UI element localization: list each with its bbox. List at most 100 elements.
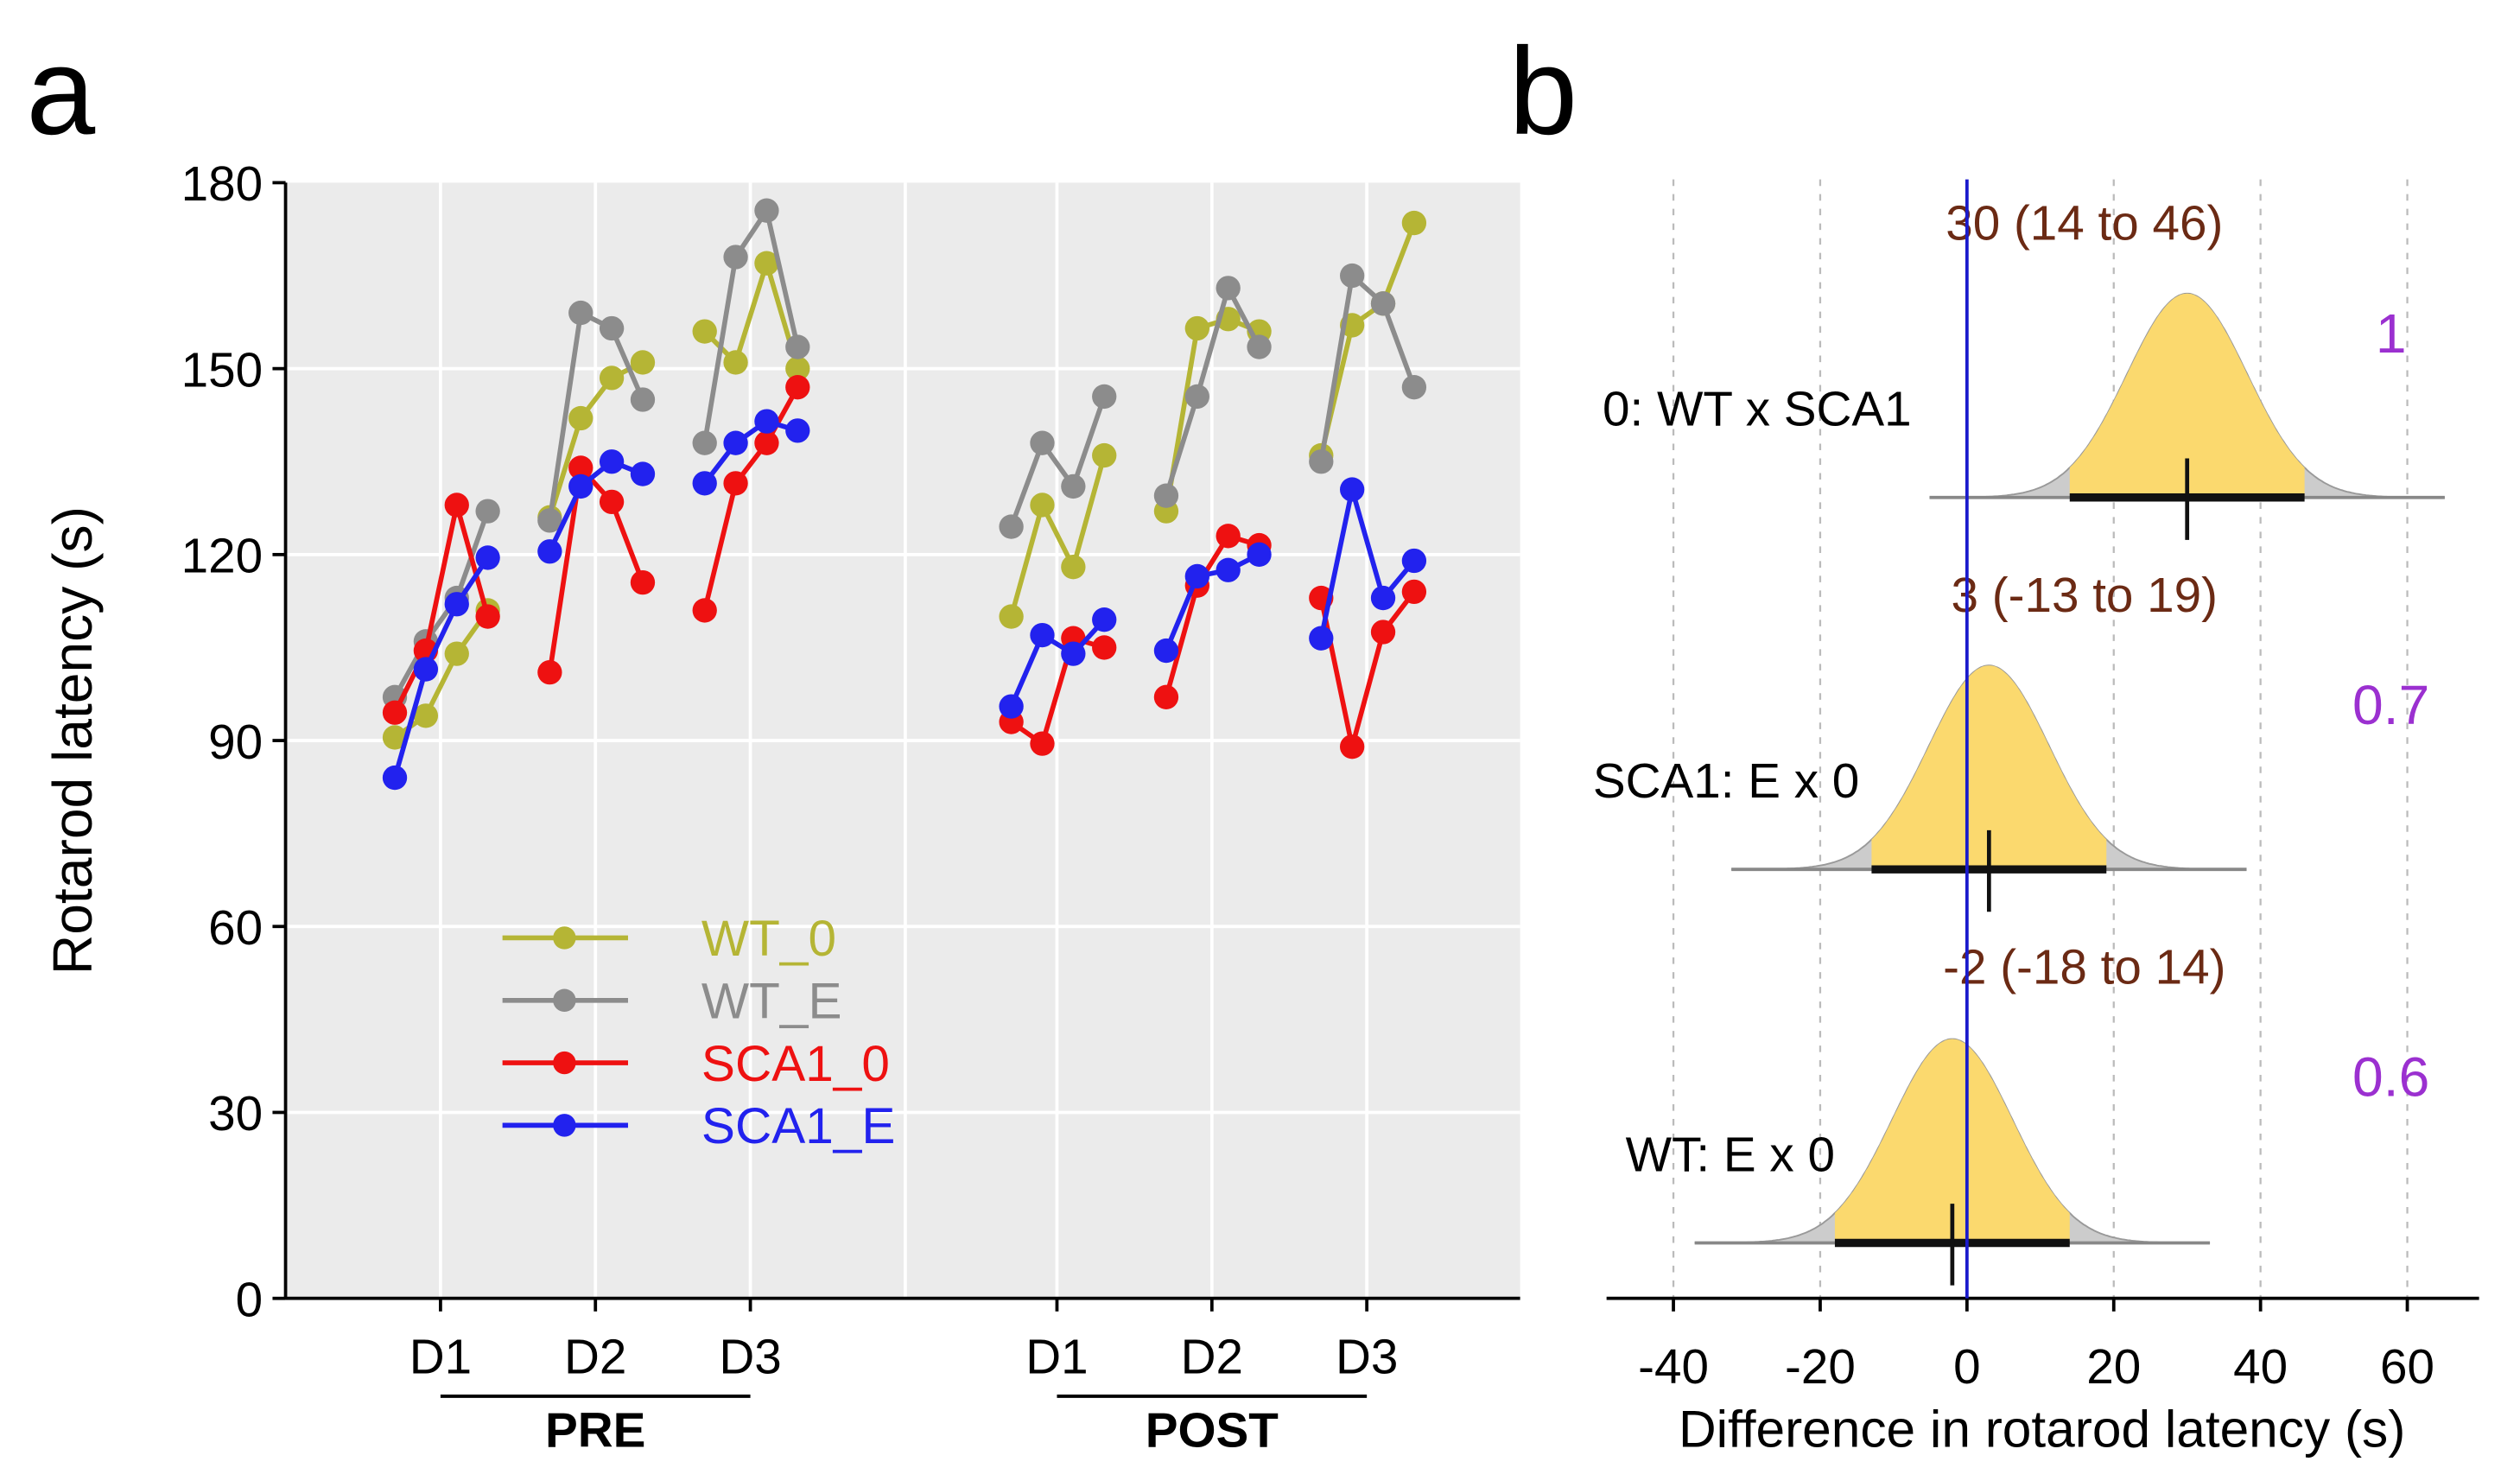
data-point-SCA1_E (785, 418, 810, 443)
series-line-WT_E (701, 204, 801, 444)
series-line-WT_0 (1318, 222, 1417, 456)
row-label: 0: WT x SCA1 (1603, 383, 1912, 437)
data-point-SCA1_0 (1092, 635, 1117, 660)
series-line-WT_E (1318, 270, 1417, 462)
series-line-WT_E (547, 308, 645, 521)
probability-label: 0.6 (2352, 1046, 2429, 1109)
series-line-WT_0 (547, 359, 644, 518)
x-tick-label: 0 (1953, 1340, 1980, 1395)
legend-marker-WT_E (553, 988, 576, 1012)
data-point-WT_E (1153, 483, 1179, 508)
row-label: WT: E x 0 (1626, 1128, 1835, 1182)
y-tick-label: 90 (208, 715, 263, 770)
series-line-SCA1_E (1164, 552, 1260, 652)
data-point-SCA1_0 (382, 700, 408, 725)
legend-label-SCA1_E: SCA1_E (701, 1098, 895, 1154)
data-point-WT_0 (785, 356, 810, 381)
data-point-WT_0 (568, 405, 594, 431)
series-line-SCA1_E (1318, 488, 1417, 639)
data-point-WT_0 (754, 251, 779, 276)
data-point-WT_E (785, 334, 810, 359)
data-point-WT_E (537, 508, 562, 533)
data-point-WT_E (1340, 263, 1365, 289)
series-line-SCA1_0 (392, 504, 491, 715)
data-point-SCA1_E (537, 539, 562, 564)
data-point-SCA1_E (1184, 563, 1209, 589)
series-line-SCA1_0 (547, 462, 645, 673)
y-tick-label: 150 (181, 343, 263, 397)
x-tick-label: -40 (1638, 1340, 1709, 1395)
y-axis-label: Rotarod latency (s) (41, 506, 104, 975)
data-point-SCA1_E (1153, 638, 1179, 664)
y-tick-label: 180 (181, 157, 263, 212)
series-line-SCA1_0 (1009, 635, 1106, 748)
data-point-SCA1_0 (1340, 734, 1365, 759)
series-line-SCA1_0 (1164, 532, 1260, 698)
series-line-WT_E (1164, 281, 1262, 497)
data-point-SCA1_E (599, 449, 625, 474)
series-line-SCA1_E (1009, 618, 1107, 708)
x-tick-label: D2 (1181, 1331, 1243, 1385)
series-line-WT_0 (1164, 316, 1260, 512)
data-point-SCA1_0 (599, 489, 625, 515)
series-line-SCA1_0 (701, 385, 800, 612)
legend-marker-SCA1_0 (553, 1051, 576, 1075)
data-point-WT_E (475, 499, 500, 524)
data-point-WT_E (630, 387, 656, 412)
x-tick-label: -20 (1785, 1340, 1856, 1395)
data-point-WT_0 (630, 350, 656, 375)
series-line-SCA1_E (702, 418, 799, 486)
legend-label-WT_0: WT_0 (701, 911, 836, 967)
data-point-SCA1_0 (1370, 620, 1396, 645)
group-label: POST (1146, 1403, 1279, 1458)
data-point-SCA1_0 (692, 598, 717, 623)
interval-text: 30 (14 to 46) (1946, 197, 2223, 251)
x-tick-label: D1 (409, 1331, 472, 1385)
data-point-WT_E (1247, 334, 1272, 359)
data-point-SCA1_0 (1030, 731, 1055, 756)
data-point-SCA1_E (723, 430, 748, 455)
legend-label-SCA1_0: SCA1_0 (701, 1036, 890, 1092)
probability-label: 1 (2376, 302, 2407, 365)
data-point-SCA1_E (1401, 548, 1427, 574)
data-point-SCA1_E (692, 471, 717, 496)
x-tick-label: D2 (564, 1331, 626, 1385)
data-point-SCA1_0 (754, 430, 779, 455)
legend-marker-SCA1_E (553, 1114, 576, 1137)
x-axis-label: Difference in rotarod latency (s) (1679, 1399, 2405, 1458)
data-point-WT_0 (1092, 442, 1117, 468)
series-line-WT_0 (1008, 454, 1107, 618)
y-tick-label: 120 (181, 530, 263, 584)
data-point-WT_0 (382, 725, 408, 750)
data-point-SCA1_E (1030, 622, 1055, 648)
panel-a-line-chart: 0 30 60 90 120 150 180 D1 D2 D3 PRE D1 D2 D3 POST WT_0 W… (181, 157, 1520, 1458)
data-point-SCA1_E (1092, 607, 1117, 632)
series-line-SCA1_0 (1318, 590, 1417, 747)
data-point-SCA1_E (382, 765, 408, 791)
data-point-SCA1_E (1370, 585, 1396, 611)
data-point-WT_E (1184, 384, 1209, 410)
legend-marker-WT_0 (553, 926, 576, 950)
panel-b-density-chart: -40 -20 0 20 40 60 30 (14 to 46) 1 3 (-13 to 19)… (1593, 179, 2479, 1395)
data-point-SCA1_E (754, 409, 779, 434)
x-tick-label: 60 (2380, 1340, 2434, 1395)
data-point-WT_E (568, 300, 594, 326)
data-point-WT_0 (692, 319, 717, 344)
y-tick-label: 60 (208, 901, 263, 956)
data-point-SCA1_0 (444, 493, 469, 518)
series-line-SCA1_E (392, 556, 490, 778)
density-credible-region (1871, 665, 2107, 870)
data-point-SCA1_0 (723, 471, 748, 496)
x-tick-label: D3 (719, 1331, 781, 1385)
data-point-WT_0 (444, 641, 469, 666)
data-point-WT_E (1401, 375, 1427, 400)
panel-label-a: a (26, 22, 95, 161)
data-point-WT_E (599, 315, 625, 341)
data-point-WT_E (1309, 449, 1334, 474)
data-point-WT_E (692, 430, 717, 455)
data-point-WT_E (1030, 430, 1055, 455)
interval-text: 3 (-13 to 19) (1952, 569, 2218, 623)
data-point-SCA1_E (475, 545, 500, 570)
panel-label-b: b (1508, 22, 1577, 161)
density-credible-region (2069, 293, 2305, 498)
